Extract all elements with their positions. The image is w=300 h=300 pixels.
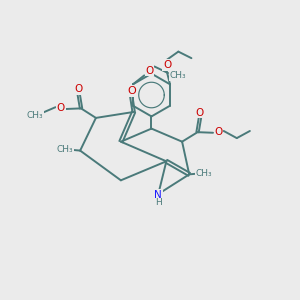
Text: H: H [155, 198, 162, 207]
Text: O: O [146, 66, 154, 76]
Text: O: O [163, 60, 171, 70]
Text: CH₃: CH₃ [27, 111, 44, 120]
Text: CH₃: CH₃ [196, 169, 212, 178]
Text: O: O [57, 103, 65, 113]
Text: CH₃: CH₃ [56, 145, 73, 154]
Text: O: O [196, 108, 204, 118]
Text: CH₃: CH₃ [169, 71, 186, 80]
Text: O: O [74, 84, 83, 94]
Text: N: N [154, 190, 162, 200]
Text: O: O [214, 127, 223, 136]
Text: O: O [127, 86, 136, 96]
